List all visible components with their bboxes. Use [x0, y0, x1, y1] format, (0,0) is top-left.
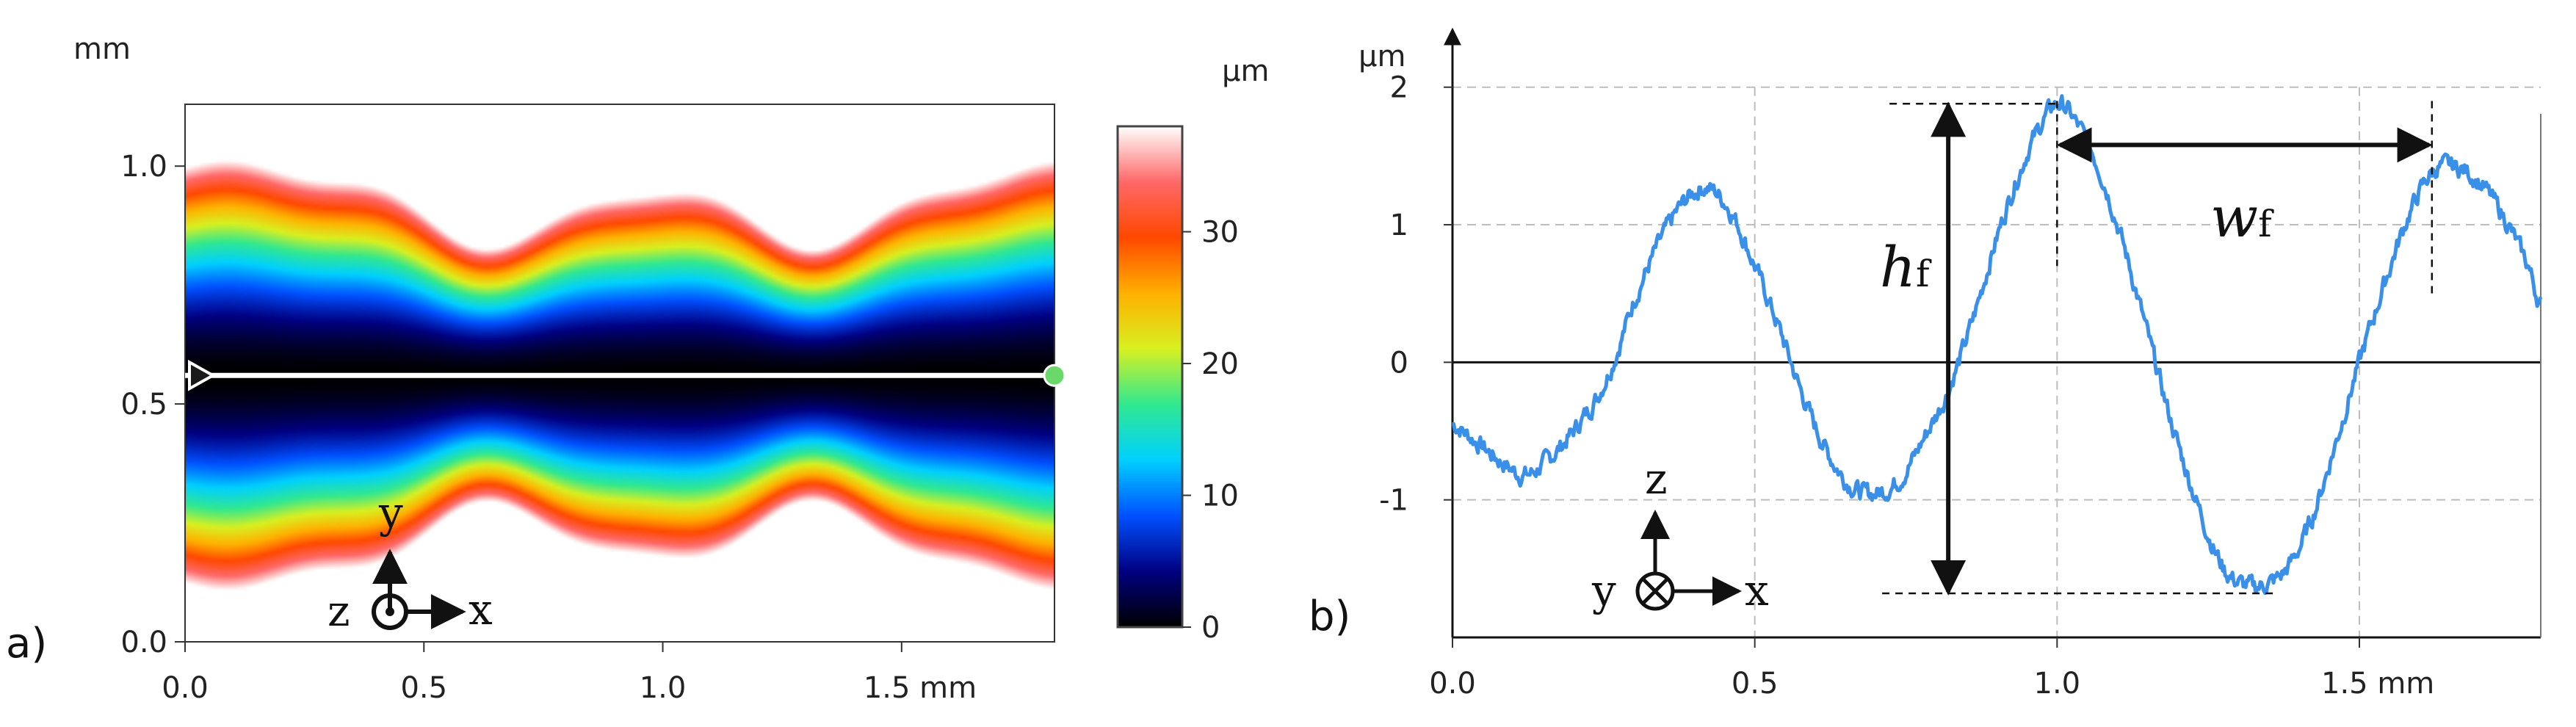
a-y-unit: mm [73, 32, 131, 66]
colorbar-bar [1116, 125, 1184, 629]
a-x-tick-label: 0.5 [400, 671, 447, 705]
b-annotations: hf wf [1880, 101, 2434, 596]
b-y-tick-label: 2 [1390, 71, 1408, 105]
profile-series-line [1451, 94, 2543, 596]
a-y-axis: 0.0 0.5 1.0 [120, 150, 185, 659]
b-panel-label: b) [1309, 593, 1350, 640]
h-label: hf [1880, 234, 1932, 300]
b-y-axis: 2 1 0 -1 [1379, 71, 1452, 518]
b-y-unit: µm [1358, 40, 1405, 73]
w-label: wf [2210, 184, 2274, 250]
a-glyph-x-label: x [468, 585, 493, 634]
a-x-axis: 0.0 0.5 1.0 1.5 mm [162, 642, 977, 705]
panel-a-heatmap: 0.0 0.5 1.0 0.0 0.5 1.0 1.5 mm mm a) y x z 0 1… [6, 32, 1269, 705]
a-y-tick-label: 0.0 [120, 626, 167, 659]
colorbar-tick-label: 10 [1201, 480, 1239, 513]
b-x-tick-label: 0.5 [1732, 667, 1779, 701]
a-x-tick-label: 1.5 mm [864, 671, 977, 705]
a-glyph-y-label: y [378, 488, 403, 538]
b-y-tick-label: -1 [1379, 484, 1408, 518]
colorbar: 0 10 20 30 µm [1116, 54, 1269, 645]
b-x-tick-label: 0.0 [1429, 667, 1476, 701]
colorbar-ticks: 0 10 20 30 [1182, 216, 1239, 645]
colorbar-tick-label: 20 [1201, 347, 1239, 381]
b-glyph-y-label: y [1591, 565, 1616, 615]
colorbar-tick-label: 0 [1201, 611, 1220, 645]
a-panel-label: a) [6, 620, 47, 668]
a-y-tick-label: 1.0 [120, 150, 167, 184]
a-x-tick-label: 1.0 [640, 671, 687, 705]
a-y-tick-label: 0.5 [120, 388, 167, 422]
colorbar-tick-label: 30 [1201, 216, 1239, 250]
profile-end-marker [1043, 364, 1066, 387]
b-glyph-x-label: x [1745, 565, 1769, 615]
b-x-axis: 0.0 0.5 1.0 1.5 mm [1429, 637, 2434, 701]
b-x-tick-label: 1.5 mm [2321, 667, 2434, 701]
b-axes-glyph: z y x [1591, 454, 1769, 615]
b-y-tick-label: 0 [1390, 346, 1408, 380]
panel-b-line-chart: 2 1 0 -1 0.0 0.5 1.0 1.5 mm µm b) hf wf z y x [1309, 27, 2543, 701]
b-y-tick-label: 1 [1390, 209, 1408, 242]
a-axes-glyph: y x z [328, 488, 493, 636]
b-x-tick-label: 1.0 [2034, 667, 2081, 701]
b-glyph-z-label: z [1645, 454, 1668, 504]
profile-start-marker [188, 359, 217, 391]
b-grid [1452, 86, 2541, 637]
colorbar-unit: µm [1222, 54, 1269, 88]
a-glyph-z-label: z [328, 586, 350, 636]
a-x-tick-label: 0.0 [162, 671, 209, 705]
